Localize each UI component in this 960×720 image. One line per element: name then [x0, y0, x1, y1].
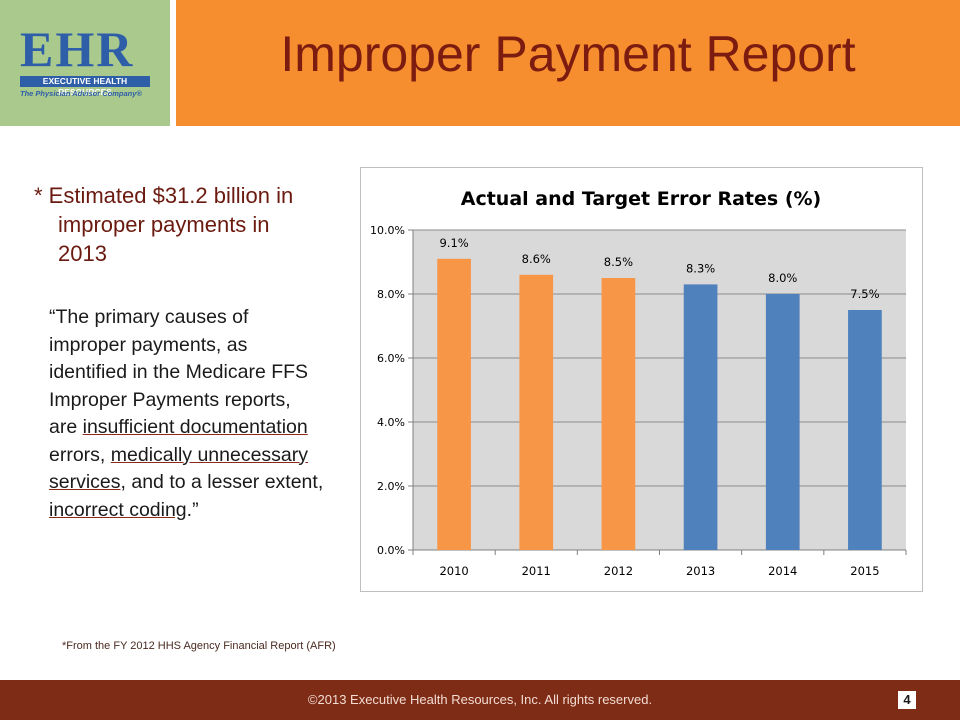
bar-2014 [765, 294, 800, 550]
quote-part-3: , and to a lesser extent, [120, 471, 324, 493]
y-tick-label: 10.0% [370, 224, 405, 237]
ehr-logo: EHR EXECUTIVE HEALTH RESOURCES The Physi… [14, 22, 156, 104]
logo-band: EXECUTIVE HEALTH RESOURCES [20, 76, 150, 97]
x-tick-label-2013: 2013 [686, 564, 715, 578]
error-rate-chart: Actual and Target Error Rates (%) 0.0% 2.… [360, 167, 923, 592]
causes-quote: “The primary causes of improper payments… [49, 304, 324, 524]
x-tick-label-2015: 2015 [850, 564, 879, 578]
logo-letters: EHR [20, 21, 135, 77]
logo-panel: EHR EXECUTIVE HEALTH RESOURCES The Physi… [0, 0, 170, 126]
chart-svg: Actual and Target Error Rates (%) 0.0% 2.… [370, 188, 907, 578]
y-tick-label: 6.0% [377, 352, 405, 365]
chart-title: Actual and Target Error Rates (%) [461, 188, 821, 210]
quote-part-1: “The primary causes of improper payments… [49, 306, 309, 438]
data-label-2012: 8.5% [604, 255, 633, 269]
page-title: Improper Payment Report [280, 26, 856, 82]
estimate-note: * Estimated $31.2 billion in improper pa… [34, 181, 364, 268]
quote-part-2: errors, [49, 443, 111, 466]
data-label-2010: 9.1% [439, 236, 468, 250]
footer-bar: ©2013 Executive Health Resources, Inc. A… [0, 680, 960, 720]
logo-tagline: The Physician Advisor Company® [20, 89, 142, 98]
quote-underline-coding: incorrect coding [49, 498, 187, 521]
bar-2013 [683, 284, 718, 550]
quote-underline-documentation: insufficient documentation [82, 416, 308, 438]
header-divider [170, 0, 176, 126]
x-tick-label-2011: 2011 [522, 564, 551, 578]
bar-2010 [437, 258, 471, 550]
estimate-line-1: * Estimated $31.2 billion in [34, 183, 294, 208]
page-number: 4 [898, 691, 916, 709]
estimate-line-2: improper payments in [58, 212, 270, 237]
footnote: *From the FY 2012 HHS Agency Financial R… [62, 640, 336, 652]
y-tick-label: 0.0% [377, 544, 405, 557]
estimate-line-3: 2013 [58, 241, 107, 266]
bar-2015 [848, 310, 882, 550]
quote-part-4: .” [186, 498, 199, 521]
y-tick-label: 4.0% [377, 416, 405, 429]
data-label-2015: 7.5% [850, 287, 879, 301]
x-tick-label-2014: 2014 [768, 564, 797, 578]
bar-2011 [519, 274, 554, 550]
x-tick-label-2010: 2010 [439, 564, 468, 578]
header-bar: Improper Payment Report [176, 0, 960, 126]
x-tick-label-2012: 2012 [604, 564, 633, 578]
plot-area [413, 230, 906, 550]
data-label-2013: 8.3% [686, 261, 715, 275]
quote-underline-unnecessary: medically unnecessary services [49, 443, 309, 494]
y-tick-label: 2.0% [377, 480, 405, 493]
data-label-2011: 8.6% [522, 252, 551, 266]
data-label-2014: 8.0% [768, 271, 797, 285]
y-tick-label: 8.0% [377, 288, 405, 301]
bar-2012 [601, 278, 636, 550]
copyright-text: ©2013 Executive Health Resources, Inc. A… [307, 692, 653, 707]
